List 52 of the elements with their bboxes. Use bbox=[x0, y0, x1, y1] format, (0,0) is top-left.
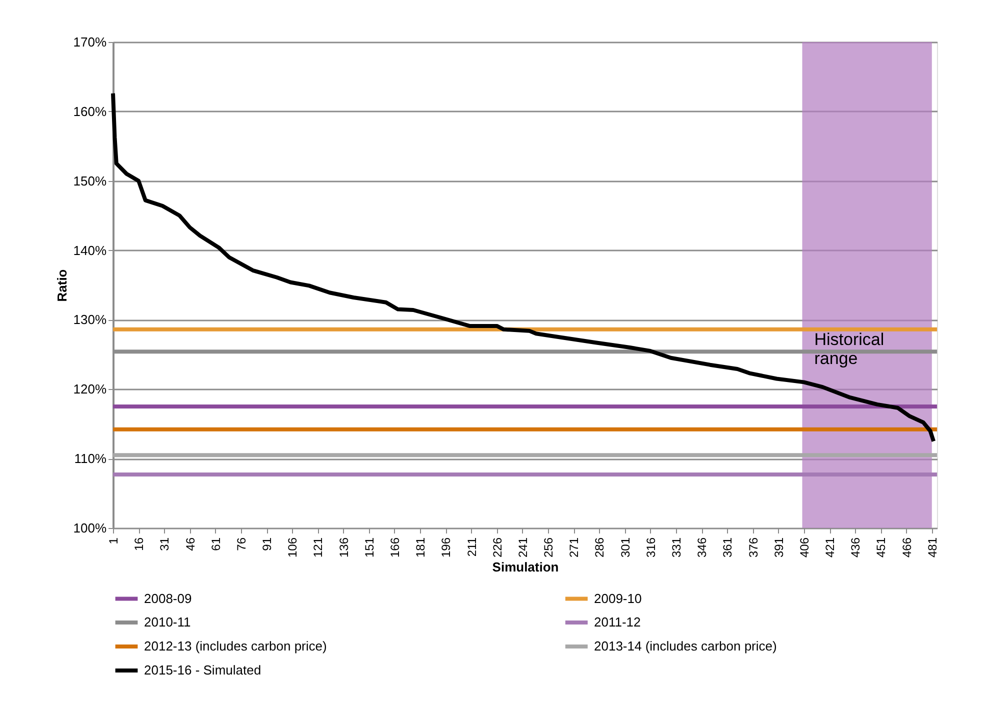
x-tick-label: 331 bbox=[669, 537, 684, 558]
x-tick-label: 196 bbox=[439, 537, 454, 558]
x-tick-label: 136 bbox=[336, 537, 351, 558]
x-tick-label: 286 bbox=[592, 537, 607, 558]
x-tick-label: 61 bbox=[208, 537, 223, 551]
x-tick-label: 256 bbox=[542, 537, 556, 558]
x-tick-label: 436 bbox=[848, 537, 863, 558]
x-tick-label: 31 bbox=[158, 537, 172, 551]
x-tick-label: 16 bbox=[132, 537, 146, 551]
y-tick-label: 160% bbox=[73, 104, 107, 119]
x-tick-label: 301 bbox=[618, 537, 632, 558]
x-tick-label: 406 bbox=[797, 537, 812, 558]
x-tick-label: 271 bbox=[567, 537, 582, 558]
y-tick-label: 100% bbox=[73, 520, 107, 536]
x-tick-label: 361 bbox=[720, 537, 735, 558]
x-tick-label: 181 bbox=[414, 537, 428, 558]
x-tick-label: 46 bbox=[183, 537, 198, 551]
y-tick-label: 150% bbox=[73, 173, 107, 188]
y-tick-label: 170% bbox=[73, 34, 107, 50]
x-tick-label: 121 bbox=[311, 537, 326, 558]
x-tick-label: 151 bbox=[362, 537, 376, 558]
legend-label: 2011-12 bbox=[594, 614, 641, 630]
x-tick-label: 376 bbox=[746, 537, 760, 558]
x-tick-label: 346 bbox=[695, 537, 710, 558]
legend-label: 2010-11 bbox=[144, 614, 191, 630]
line-series bbox=[111, 91, 936, 444]
x-tick-label: 451 bbox=[874, 537, 888, 558]
x-tick-label: 211 bbox=[464, 537, 479, 557]
y-tick-label: 120% bbox=[73, 382, 107, 397]
y-axis-title: Ratio bbox=[54, 269, 70, 302]
x-axis-title: Simulation bbox=[492, 560, 559, 575]
x-tick-label: 466 bbox=[900, 537, 914, 558]
x-tick-label: 481 bbox=[925, 537, 940, 558]
x-tick-label: 421 bbox=[823, 537, 838, 558]
x-tick-label: 241 bbox=[516, 537, 530, 558]
x-tick-label: 91 bbox=[260, 537, 274, 551]
x-tick-label: 316 bbox=[644, 537, 658, 558]
y-tick-label: 110% bbox=[74, 451, 107, 466]
legend-label: 2015-16 - Simulated bbox=[144, 662, 262, 678]
x-tick-label: 106 bbox=[286, 537, 300, 558]
y-tick-label: 140% bbox=[73, 242, 107, 258]
x-tick-label: 76 bbox=[234, 537, 248, 551]
legend-label: 2008-09 bbox=[144, 590, 192, 606]
band-label: Historical range bbox=[814, 330, 884, 368]
legend-label: 2013-14 (includes carbon price) bbox=[594, 638, 777, 654]
legend-label: 2009-10 bbox=[594, 590, 642, 606]
legend-label: 2012-13 (includes carbon price) bbox=[144, 638, 327, 654]
x-tick-label: 1 bbox=[106, 537, 120, 544]
x-tick-label: 226 bbox=[490, 537, 504, 558]
y-tick-label: 130% bbox=[73, 312, 107, 328]
x-tick-label: 391 bbox=[772, 537, 786, 558]
x-tick-label: 166 bbox=[388, 537, 402, 558]
